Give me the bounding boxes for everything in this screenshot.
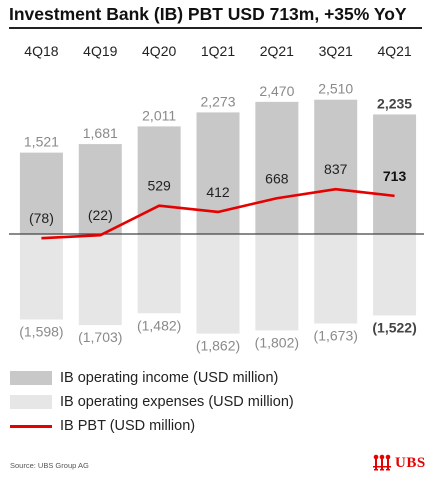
title-rule bbox=[9, 27, 422, 29]
chart-title: Investment Bank (IB) PBT USD 713m, +35% … bbox=[9, 4, 407, 24]
expenses-label-4Q19: (1,703) bbox=[78, 329, 122, 345]
expenses-label-1Q21: (1,862) bbox=[196, 338, 240, 354]
bar-line-chart: 4Q18 1,521 (1,598) 4Q19 1,681 (1,703) 4Q20 2,01… bbox=[9, 43, 424, 354]
pbt-label-3Q21: 837 bbox=[324, 161, 348, 177]
expenses-bar-2Q21 bbox=[255, 234, 299, 331]
income-bar-1Q21 bbox=[196, 112, 240, 234]
pbt-label-4Q19: (22) bbox=[88, 207, 113, 223]
category-label-4Q19: 4Q19 bbox=[83, 43, 117, 59]
expenses-bar-4Q18 bbox=[19, 234, 63, 320]
pbt-label-2Q21: 668 bbox=[265, 170, 289, 186]
expenses-bar-4Q21 bbox=[373, 234, 417, 316]
legend-item-pbt: IB PBT (USD million) bbox=[10, 414, 294, 438]
legend-swatch-pbt bbox=[10, 424, 52, 428]
category-label-3Q21: 3Q21 bbox=[319, 43, 353, 59]
expenses-bar-4Q20 bbox=[137, 234, 181, 314]
income-label-4Q21: 2,235 bbox=[377, 95, 412, 111]
pbt-label-4Q18: (78) bbox=[29, 210, 54, 226]
legend-label-expenses: IB operating expenses (USD million) bbox=[60, 394, 294, 410]
category-label-1Q21: 1Q21 bbox=[201, 43, 235, 59]
legend-item-income: IB operating income (USD million) bbox=[10, 366, 294, 390]
income-label-4Q20: 2,011 bbox=[142, 107, 176, 123]
legend-label-income: IB operating income (USD million) bbox=[60, 370, 279, 386]
keys-icon bbox=[373, 454, 391, 471]
expenses-bar-3Q21 bbox=[314, 234, 358, 324]
income-label-2Q21: 2,470 bbox=[259, 83, 294, 99]
pbt-label-4Q20: 529 bbox=[147, 178, 171, 194]
income-bar-4Q20 bbox=[137, 126, 181, 234]
expenses-label-3Q21: (1,673) bbox=[314, 328, 358, 344]
income-bar-4Q19 bbox=[78, 144, 122, 234]
income-label-4Q18: 1,521 bbox=[24, 134, 59, 150]
income-label-4Q19: 1,681 bbox=[83, 125, 118, 141]
category-label-4Q20: 4Q20 bbox=[142, 43, 176, 59]
pbt-label-1Q21: 412 bbox=[206, 184, 230, 200]
income-bar-2Q21 bbox=[255, 101, 299, 234]
expenses-label-4Q18: (1,598) bbox=[19, 323, 63, 339]
expenses-bar-1Q21 bbox=[196, 234, 240, 334]
income-bar-4Q18 bbox=[19, 152, 63, 234]
legend-swatch-expenses bbox=[10, 395, 52, 409]
source-note: Source: UBS Group AG bbox=[10, 461, 89, 470]
income-label-1Q21: 2,273 bbox=[200, 93, 235, 109]
expenses-label-2Q21: (1,802) bbox=[255, 334, 299, 350]
income-bar-4Q21 bbox=[373, 114, 417, 234]
income-label-3Q21: 2,510 bbox=[318, 81, 353, 97]
expenses-bar-4Q19 bbox=[78, 234, 122, 326]
category-label-2Q21: 2Q21 bbox=[260, 43, 294, 59]
category-label-4Q18: 4Q18 bbox=[24, 43, 58, 59]
expenses-label-4Q20: (1,482) bbox=[137, 317, 181, 333]
logo-wordmark: UBS bbox=[395, 454, 426, 471]
category-label-4Q21: 4Q21 bbox=[377, 43, 411, 59]
legend-swatch-income bbox=[10, 371, 52, 385]
pbt-label-4Q21: 713 bbox=[383, 168, 407, 184]
legend-item-expenses: IB operating expenses (USD million) bbox=[10, 390, 294, 414]
ubs-logo: UBS bbox=[372, 454, 426, 472]
legend-label-pbt: IB PBT (USD million) bbox=[60, 418, 196, 434]
income-bar-3Q21 bbox=[314, 99, 358, 234]
legend: IB operating income (USD million) IB ope… bbox=[10, 366, 294, 438]
expenses-label-4Q21: (1,522) bbox=[372, 319, 416, 335]
